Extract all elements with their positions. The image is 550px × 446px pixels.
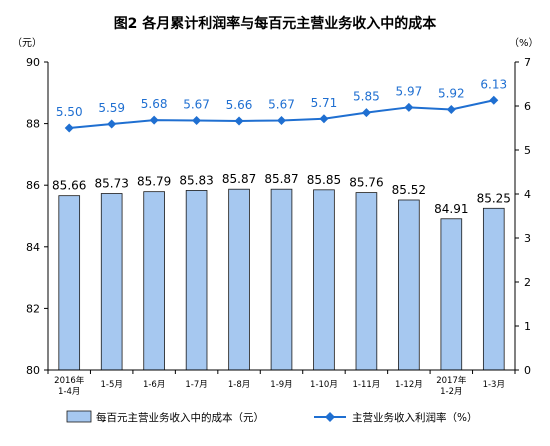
bar-value-label-9: 85.52 bbox=[392, 183, 426, 197]
bar-1 bbox=[58, 195, 81, 371]
bar-8 bbox=[355, 192, 378, 371]
x-tick-label-10-line-2: 1-2月 bbox=[440, 387, 462, 397]
y-left-tick-label-4: 86 bbox=[26, 179, 40, 192]
right-axis-unit: （%） bbox=[509, 37, 539, 49]
y-right-tick-label-4: 3 bbox=[524, 232, 531, 245]
line-value-label-1: 5.50 bbox=[56, 105, 83, 119]
bar-value-label-10: 84.91 bbox=[434, 202, 468, 216]
y-right-tick-label-8: 7 bbox=[524, 56, 531, 69]
bar-9 bbox=[398, 199, 420, 371]
line-point-4 bbox=[192, 116, 202, 126]
legend-bar-swatch bbox=[66, 410, 92, 423]
bar-value-label-11: 85.25 bbox=[477, 191, 511, 205]
x-tick-label-5: 1-8月 bbox=[228, 380, 250, 390]
y-right-tick-label-7: 6 bbox=[524, 100, 531, 113]
line-point-9 bbox=[404, 102, 414, 112]
x-tick-label-2: 1-5月 bbox=[100, 380, 122, 390]
legend: 每百元主营业务收入中的成本（元） 主营业务收入利润率（%） bbox=[66, 410, 477, 424]
line-value-label-5: 5.66 bbox=[226, 98, 253, 112]
line-value-label-2: 5.59 bbox=[98, 101, 125, 115]
line-value-label-3: 5.68 bbox=[141, 97, 168, 111]
x-tick-label-9: 1-12月 bbox=[395, 380, 423, 390]
line-value-label-4: 5.67 bbox=[183, 98, 210, 112]
legend-line-marker bbox=[325, 412, 335, 422]
line-point-1 bbox=[64, 123, 74, 133]
bar-7 bbox=[313, 189, 335, 371]
line-value-label-10: 5.92 bbox=[438, 87, 465, 101]
bar-5 bbox=[228, 188, 250, 371]
x-tick-label-10-line-1: 2017年 bbox=[436, 375, 467, 386]
bar-value-label-2: 85.73 bbox=[95, 177, 129, 191]
bar-value-label-8: 85.76 bbox=[349, 176, 383, 190]
y-right-tick-label-6: 5 bbox=[524, 144, 531, 157]
line-point-3 bbox=[149, 115, 159, 125]
chart-title: 图2 各月累计利润率与每百元主营业务收入中的成本 bbox=[114, 15, 438, 32]
y-left-tick-label-6: 90 bbox=[26, 56, 40, 69]
bar-4 bbox=[185, 190, 208, 371]
bar-2 bbox=[100, 193, 123, 371]
y-right-tick-label-2: 1 bbox=[524, 320, 531, 333]
x-tick-label-1-line-2: 1-4月 bbox=[58, 387, 80, 397]
line-value-label-9: 5.97 bbox=[396, 84, 423, 98]
y-right-tick-label-1: 0 bbox=[524, 364, 531, 377]
line-value-label-7: 5.71 bbox=[311, 96, 338, 110]
legend-line-label: 主营业务收入利润率（%） bbox=[352, 411, 477, 424]
line-point-11 bbox=[489, 95, 499, 105]
bar-10 bbox=[440, 218, 463, 371]
bar-6 bbox=[270, 188, 293, 371]
line-value-label-11: 6.13 bbox=[480, 77, 507, 91]
bar-3 bbox=[143, 191, 165, 371]
bar-value-label-1: 85.66 bbox=[52, 179, 86, 193]
y-right-tick-label-5: 4 bbox=[524, 188, 531, 201]
y-left-tick-label-3: 84 bbox=[26, 241, 40, 254]
data-labels: 85.66 85.73 85.79 85.83 85.87 85.87 85.85 85.76… bbox=[52, 77, 511, 215]
x-tick-label-3: 1-6月 bbox=[143, 380, 165, 390]
bar-value-label-7: 85.85 bbox=[307, 173, 341, 187]
bar-11 bbox=[482, 207, 505, 371]
y-left-tick-label-1: 80 bbox=[26, 364, 40, 377]
y-right-tick-label-3: 2 bbox=[524, 276, 531, 289]
line-point-8 bbox=[361, 108, 371, 118]
bar-value-label-4: 85.83 bbox=[179, 173, 213, 187]
bar-series bbox=[58, 188, 505, 371]
line-point-7 bbox=[319, 114, 329, 124]
bar-value-label-5: 85.87 bbox=[222, 172, 256, 186]
line-point-2 bbox=[107, 119, 117, 129]
x-tick-label-4: 1-7月 bbox=[185, 380, 207, 390]
line-series bbox=[64, 95, 499, 133]
line-point-6 bbox=[277, 116, 286, 126]
line-point-10 bbox=[446, 105, 456, 115]
y-left-tick-label-5: 88 bbox=[26, 118, 40, 131]
left-axis-unit: （元） bbox=[12, 37, 42, 49]
legend-bar-label: 每百元主营业务收入中的成本（元） bbox=[96, 411, 264, 424]
y-left-tick-label-2: 82 bbox=[26, 302, 40, 315]
x-tick-label-6: 1-9月 bbox=[270, 380, 292, 390]
x-tick-label-1-line-1: 2016年 bbox=[54, 375, 85, 386]
x-tick-label-8: 1-11月 bbox=[353, 380, 381, 390]
bar-value-label-6: 85.87 bbox=[264, 172, 298, 186]
line-value-label-8: 5.85 bbox=[353, 90, 380, 104]
line-point-5 bbox=[234, 116, 244, 126]
x-tick-label-7: 1-10月 bbox=[310, 380, 338, 390]
line-value-label-6: 5.67 bbox=[268, 98, 295, 112]
bar-value-label-3: 85.79 bbox=[137, 175, 171, 189]
x-tick-label-11: 1-3月 bbox=[483, 380, 505, 390]
